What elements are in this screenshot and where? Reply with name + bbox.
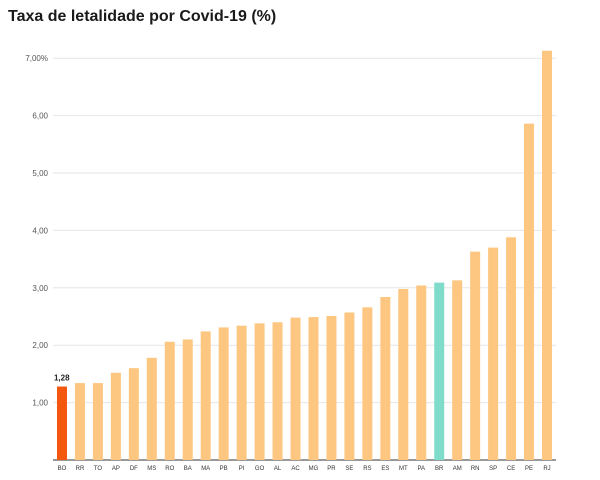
bar-mg <box>308 317 319 460</box>
data-label: 1,28 <box>54 374 70 383</box>
y-tick-label: 7,00% <box>25 54 48 63</box>
x-tick-label: PE <box>525 466 533 472</box>
x-tick-label: PA <box>417 466 425 472</box>
bar-br <box>434 282 445 460</box>
bar-rj <box>542 50 553 460</box>
x-tick-label: BO <box>58 466 67 472</box>
x-tick-label: BA <box>184 466 192 472</box>
bar-pa <box>416 285 427 460</box>
x-tick-label: RR <box>76 466 85 472</box>
x-tick-label: AP <box>112 466 120 472</box>
x-tick-label: MT <box>399 466 408 472</box>
bar-rn <box>470 251 481 460</box>
x-tick-label: SP <box>489 466 497 472</box>
x-tick-label: MA <box>201 466 210 472</box>
bar-ba <box>182 339 193 460</box>
y-tick-label: 4,00 <box>32 226 48 235</box>
chart-title: Taxa de letalidade por Covid-19 (%) <box>8 8 277 25</box>
bar-ac <box>290 317 301 460</box>
x-tick-label: AC <box>291 466 300 472</box>
bar-ma <box>200 331 211 460</box>
x-tick-label: MS <box>147 466 156 472</box>
x-tick-label: MG <box>309 466 319 472</box>
bar-ro <box>164 341 175 460</box>
x-tick-label: RN <box>471 466 480 472</box>
bar-es <box>380 296 391 460</box>
bar-ms <box>146 357 157 460</box>
x-tick-label: RS <box>363 466 371 472</box>
x-tick-label: PR <box>327 466 336 472</box>
bar-am <box>452 280 463 460</box>
x-tick-label: BR <box>435 466 444 472</box>
bar-rs <box>362 307 373 460</box>
x-tick-label: CE <box>507 466 515 472</box>
bar-pi <box>236 325 247 460</box>
x-tick-label: RO <box>165 466 174 472</box>
x-tick-label: PI <box>239 466 245 472</box>
bar-bo <box>56 386 67 460</box>
bar-se <box>344 312 355 460</box>
bar-pr <box>326 315 337 460</box>
x-tick-label: SE <box>345 466 353 472</box>
bar-al <box>272 322 283 460</box>
bar-go <box>254 323 265 460</box>
bar-ap <box>110 372 121 460</box>
bar-ce <box>506 237 517 460</box>
bar-sp <box>488 247 499 460</box>
x-tick-label: ES <box>381 466 389 472</box>
bar-to <box>92 383 103 460</box>
y-tick-label: 3,00 <box>32 284 48 293</box>
y-tick-label: 1,00 <box>32 399 48 408</box>
bar-pb <box>218 327 229 460</box>
x-tick-label: AM <box>453 466 462 472</box>
bar-df <box>128 368 139 460</box>
x-tick-label: GO <box>255 466 265 472</box>
bar-rr <box>74 383 85 460</box>
x-tick-label: AL <box>274 466 282 472</box>
x-tick-label: PB <box>220 466 228 472</box>
x-tick-label: TO <box>94 466 103 472</box>
y-tick-label: 2,00 <box>32 341 48 350</box>
x-tick-label: DF <box>130 466 138 472</box>
bar-pe <box>524 123 535 461</box>
bar-mt <box>398 288 409 460</box>
x-tick-label: RJ <box>543 466 550 472</box>
y-tick-label: 6,00 <box>32 112 48 121</box>
y-tick-label: 5,00 <box>32 169 48 178</box>
